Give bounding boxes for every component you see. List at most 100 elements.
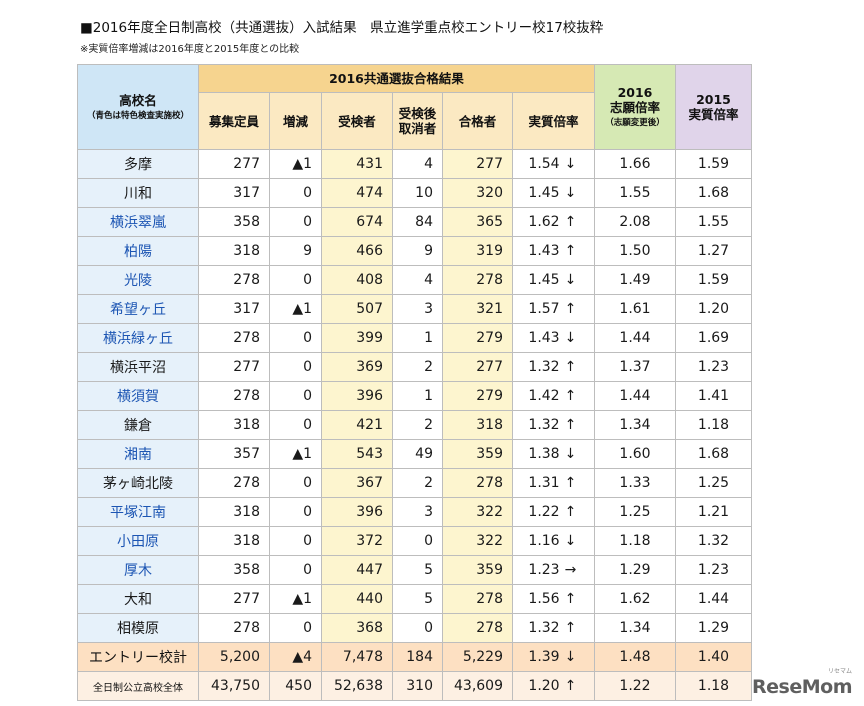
- change-cell: ▲4: [269, 642, 322, 672]
- withdrawn-cell: 4: [392, 149, 443, 179]
- table-row: 光陵 278 0 408 4 278 1.45 ↓ 1.49 1.59: [77, 265, 752, 295]
- ratio-value: 1.31: [528, 475, 560, 491]
- capacity-cell: 277: [198, 584, 270, 614]
- capacity-cell: 278: [198, 265, 270, 295]
- passed-cell: 322: [442, 526, 513, 556]
- examinees-cell: 396: [321, 381, 393, 411]
- ratio-2015-cell: 1.21: [675, 497, 752, 527]
- ratio-arrow-icon: →: [564, 562, 577, 578]
- ratio-arrow-icon: ↑: [564, 388, 577, 404]
- school-name: 鎌倉: [77, 410, 199, 440]
- ratio-cell: 1.38 ↓: [512, 439, 595, 469]
- capacity-cell: 43,750: [198, 671, 270, 701]
- ratio-2015-cell: 1.55: [675, 207, 752, 237]
- table-row: 多摩 277 ▲1 431 4 277 1.54 ↓ 1.66 1.59: [77, 149, 752, 179]
- ratio-arrow-icon: ↑: [564, 678, 577, 694]
- table-row: 横浜緑ヶ丘 278 0 399 1 279 1.43 ↓ 1.44 1.69: [77, 323, 752, 353]
- passed-cell: 43,609: [442, 671, 513, 701]
- change-cell: 0: [269, 468, 322, 498]
- examinees-cell: 507: [321, 294, 393, 324]
- withdrawn-cell: 184: [392, 642, 443, 672]
- ratio-2015-cell: 1.59: [675, 149, 752, 179]
- capacity-cell: 358: [198, 207, 270, 237]
- withdrawn-cell: 310: [392, 671, 443, 701]
- ratio-cell: 1.32 ↑: [512, 613, 595, 643]
- table-row: 茅ヶ崎北陵 278 0 367 2 278 1.31 ↑ 1.33 1.25: [77, 468, 752, 498]
- withdrawn-cell: 84: [392, 207, 443, 237]
- app-ratio-2016-cell: 1.33: [594, 468, 676, 498]
- ratio-arrow-icon: ↑: [564, 475, 577, 491]
- examinees-cell: 674: [321, 207, 393, 237]
- ratio-2015-cell: 1.29: [675, 613, 752, 643]
- app-ratio-2016-cell: 1.48: [594, 642, 676, 672]
- withdrawn-cell: 1: [392, 381, 443, 411]
- school-name: 川和: [77, 178, 199, 208]
- change-cell: 0: [269, 265, 322, 295]
- ratio-2015-cell: 1.18: [675, 671, 752, 701]
- header-withdrawn-line2: 取消者: [398, 121, 437, 136]
- all-total-row: 全日制公立高校全体 43,750 450 52,638 310 43,609 1…: [77, 671, 752, 701]
- ratio-value: 1.45: [528, 185, 560, 201]
- change-cell: 0: [269, 352, 322, 382]
- table-row: 横須賀 278 0 396 1 279 1.42 ↑ 1.44 1.41: [77, 381, 752, 411]
- examinees-cell: 52,638: [321, 671, 393, 701]
- withdrawn-cell: 5: [392, 555, 443, 585]
- passed-cell: 321: [442, 294, 513, 324]
- app-ratio-2016-cell: 1.34: [594, 613, 676, 643]
- school-name: 横浜翠嵐: [77, 207, 199, 237]
- ratio-cell: 1.20 ↑: [512, 671, 595, 701]
- header-school: 高校名 （青色は特色検査実施校）: [77, 64, 199, 150]
- app-ratio-2016-cell: 1.60: [594, 439, 676, 469]
- withdrawn-cell: 0: [392, 526, 443, 556]
- ratio-cell: 1.22 ↑: [512, 497, 595, 527]
- capacity-cell: 318: [198, 236, 270, 266]
- ratio-cell: 1.54 ↓: [512, 149, 595, 179]
- withdrawn-cell: 3: [392, 294, 443, 324]
- table-row: 小田原 318 0 372 0 322 1.16 ↓ 1.18 1.32: [77, 526, 752, 556]
- capacity-cell: 278: [198, 323, 270, 353]
- table-row: 柏陽 318 9 466 9 319 1.43 ↑ 1.50 1.27: [77, 236, 752, 266]
- table-row: 川和 317 0 474 10 320 1.45 ↓ 1.55 1.68: [77, 178, 752, 208]
- ratio-value: 1.43: [528, 330, 560, 346]
- withdrawn-cell: 1: [392, 323, 443, 353]
- ratio-cell: 1.32 ↑: [512, 410, 595, 440]
- examinees-cell: 368: [321, 613, 393, 643]
- capacity-cell: 278: [198, 613, 270, 643]
- ratio-arrow-icon: ↓: [564, 533, 577, 549]
- examinees-cell: 447: [321, 555, 393, 585]
- capacity-cell: 317: [198, 294, 270, 324]
- app-ratio-2016-cell: 1.29: [594, 555, 676, 585]
- withdrawn-cell: 3: [392, 497, 443, 527]
- header-withdrawn-line1: 受検後: [398, 106, 437, 121]
- header-withdrawn: 受検後 取消者: [392, 92, 443, 150]
- change-cell: 0: [269, 410, 322, 440]
- change-cell: ▲1: [269, 584, 322, 614]
- examinees-cell: 440: [321, 584, 393, 614]
- header-change: 増減: [269, 92, 322, 150]
- app-ratio-2016-cell: 1.62: [594, 584, 676, 614]
- app-ratio-2016-cell: 1.61: [594, 294, 676, 324]
- examinees-cell: 369: [321, 352, 393, 382]
- passed-cell: 318: [442, 410, 513, 440]
- app-ratio-2016-cell: 1.34: [594, 410, 676, 440]
- examinees-cell: 474: [321, 178, 393, 208]
- school-name: 小田原: [77, 526, 199, 556]
- withdrawn-cell: 49: [392, 439, 443, 469]
- change-cell: 0: [269, 207, 322, 237]
- school-name: 大和: [77, 584, 199, 614]
- ratio-cell: 1.62 ↑: [512, 207, 595, 237]
- withdrawn-cell: 2: [392, 410, 443, 440]
- passed-cell: 322: [442, 497, 513, 527]
- capacity-cell: 318: [198, 410, 270, 440]
- page-title: ■2016年度全日制高校（共通選抜）入試結果 県立進学重点校エントリー校17校抜…: [80, 20, 604, 36]
- ratio-cell: 1.43 ↑: [512, 236, 595, 266]
- ratio-cell: 1.32 ↑: [512, 352, 595, 382]
- passed-cell: 277: [442, 352, 513, 382]
- passed-cell: 279: [442, 381, 513, 411]
- ratio-value: 1.16: [528, 533, 560, 549]
- change-cell: 0: [269, 613, 322, 643]
- passed-cell: 279: [442, 323, 513, 353]
- ratio-2015-cell: 1.23: [675, 555, 752, 585]
- ratio-cell: 1.31 ↑: [512, 468, 595, 498]
- passed-cell: 278: [442, 265, 513, 295]
